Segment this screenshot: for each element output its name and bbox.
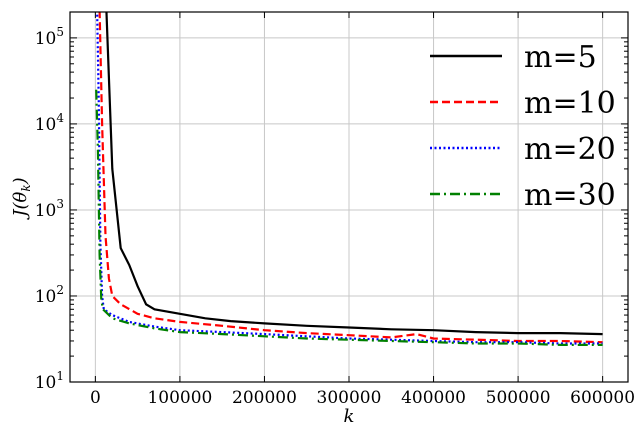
legend-label: m=10 xyxy=(524,86,616,121)
legend-label: m=20 xyxy=(524,132,616,167)
legend: m=5 m=10 m=20 m=30 xyxy=(430,40,616,213)
x-tick-label: 0 xyxy=(90,388,101,408)
x-tick-label: 200000 xyxy=(232,388,297,408)
y-tick-label: 103 xyxy=(35,197,64,221)
y-tick-label: 101 xyxy=(35,369,64,393)
plot-lines xyxy=(95,12,603,346)
legend-label: m=30 xyxy=(524,178,616,213)
grid xyxy=(70,12,628,382)
x-tick-label: 600000 xyxy=(570,388,635,408)
x-tick-label: 500000 xyxy=(486,388,551,408)
y-tick-label: 102 xyxy=(35,283,64,307)
x-tick-label: 300000 xyxy=(317,388,382,408)
y-tick-label: 104 xyxy=(35,111,65,135)
x-axis-label: k xyxy=(344,406,355,427)
ticks: 0 100000 200000 300000 400000 500000 600000 101… xyxy=(35,12,635,408)
y-axis-label: J(θk) xyxy=(10,177,33,220)
series-line-m=20 xyxy=(96,12,603,345)
x-tick-label: 400000 xyxy=(401,388,466,408)
series-line-m=10 xyxy=(98,12,603,344)
y-tick-label: 105 xyxy=(35,25,64,49)
series-line-m=5 xyxy=(105,12,603,336)
x-tick-label: 100000 xyxy=(147,388,212,408)
series-line-m=30 xyxy=(95,89,603,346)
legend-label: m=5 xyxy=(524,40,597,75)
